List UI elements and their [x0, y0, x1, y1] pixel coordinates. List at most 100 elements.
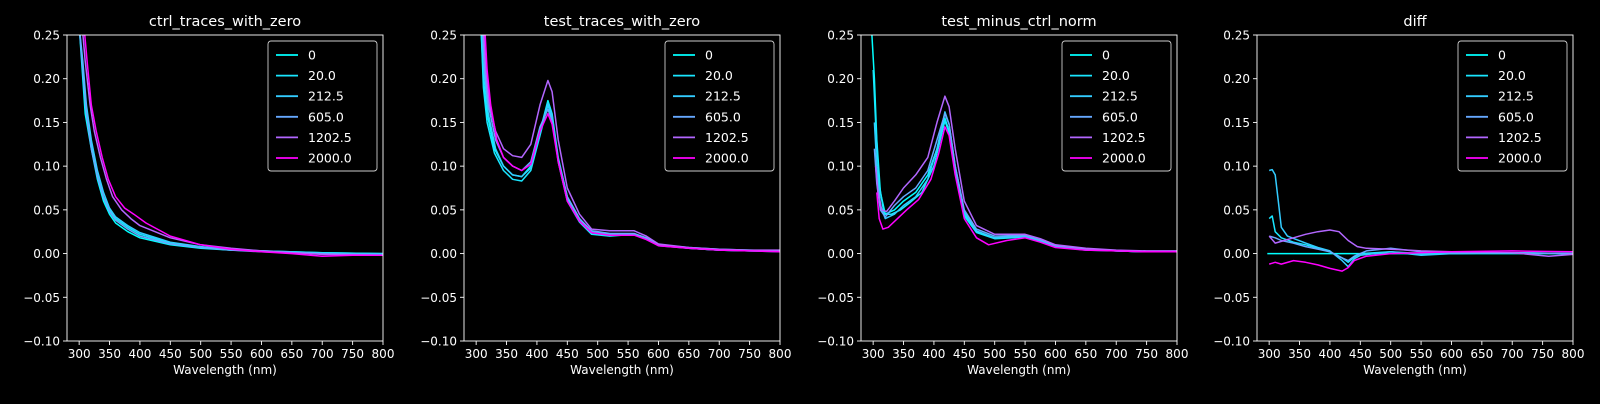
- legend-box: [1457, 40, 1568, 172]
- x-tick-label: 750: [341, 347, 364, 361]
- x-tick-label: 450: [953, 347, 976, 361]
- legend-entry-label: 1202.5: [308, 130, 352, 145]
- y-tick-label: −0.10: [1213, 335, 1250, 349]
- x-tick-label: 350: [98, 347, 121, 361]
- y-tick-label: 0.15: [33, 116, 60, 130]
- y-tick-label: 0.20: [33, 72, 60, 86]
- legend-entry-label: 0: [308, 48, 316, 63]
- y-tick-label: 0.05: [430, 203, 457, 217]
- legend-entry-label: 212.5: [705, 89, 741, 104]
- series-line-2000.0: [84, 35, 383, 257]
- x-tick-label: 300: [1258, 347, 1281, 361]
- legend-entry-label: 212.5: [308, 89, 344, 104]
- x-tick-label: 800: [372, 347, 395, 361]
- legend-entry-label: 1202.5: [1498, 130, 1542, 145]
- chart-panel-2: test_minus_ctrl_norm 300 350 400 450 500 550 60…: [817, 14, 1188, 377]
- y-tick-label: 0.05: [33, 203, 60, 217]
- axes-frame: [1256, 34, 1574, 342]
- legend-box: [267, 40, 378, 172]
- legend-entry-label: 20.0: [705, 68, 733, 83]
- legend: 0 20.0 212.5 605.0 1202.5 2000.0: [267, 40, 378, 172]
- x-tick-label: 650: [1074, 347, 1097, 361]
- series-line-212.5: [1268, 168, 1573, 268]
- x-tick-label: 700: [708, 347, 731, 361]
- chart-title: diff: [1403, 14, 1427, 30]
- axes-frame: [463, 34, 781, 342]
- legend-entry-label: 2000.0: [1498, 151, 1542, 166]
- x-axis-label: Wavelength (nm): [967, 363, 1071, 377]
- y-tick-label: 0.00: [1223, 247, 1250, 261]
- y-tick-label: 0.00: [33, 247, 60, 261]
- y-tick-label: 0.15: [1223, 116, 1250, 130]
- x-tick-label: 500: [983, 347, 1006, 361]
- legend-entry-label: 605.0: [1498, 109, 1534, 124]
- axes-frame: [66, 34, 384, 342]
- y-tick-label: 0.10: [33, 160, 60, 174]
- y-tick-label: −0.05: [420, 291, 457, 305]
- legend-entry-label: 20.0: [308, 68, 336, 83]
- x-tick-label: 600: [647, 347, 670, 361]
- x-tick-label: 300: [465, 347, 488, 361]
- x-tick-label: 450: [159, 347, 182, 361]
- x-tick-label: 500: [1379, 347, 1402, 361]
- x-tick-label: 400: [1318, 347, 1341, 361]
- x-tick-label: 750: [1531, 347, 1554, 361]
- x-tick-label: 750: [1135, 347, 1158, 361]
- x-tick-label: 350: [1288, 347, 1311, 361]
- y-tick-label: −0.05: [1213, 291, 1250, 305]
- x-tick-label: 650: [1470, 347, 1493, 361]
- series-group: [480, 35, 780, 253]
- legend-entry-label: 605.0: [1102, 109, 1138, 124]
- y-tick-label: 0.25: [430, 29, 457, 43]
- y-tick-label: −0.10: [817, 335, 854, 349]
- axes-frame: [860, 34, 1178, 342]
- y-tick-label: 0.05: [827, 203, 854, 217]
- y-tick-label: 0.25: [1223, 29, 1250, 43]
- x-tick-label: 700: [1501, 347, 1524, 361]
- x-tick-label: 400: [525, 347, 548, 361]
- y-tick-label: 0.10: [827, 160, 854, 174]
- x-tick-label: 650: [280, 347, 303, 361]
- x-tick-label: 500: [586, 347, 609, 361]
- y-tick-label: −0.10: [420, 335, 457, 349]
- x-tick-label: 550: [1014, 347, 1037, 361]
- y-tick-label: 0.05: [1223, 203, 1250, 217]
- series-group: [871, 35, 1177, 253]
- x-tick-label: 300: [862, 347, 885, 361]
- legend: 0 20.0 212.5 605.0 1202.5 2000.0: [1457, 40, 1568, 172]
- legend-entry-label: 0: [705, 48, 713, 63]
- legend-entry-label: 1202.5: [1102, 130, 1146, 145]
- series-line-2000.0: [876, 126, 1177, 253]
- legend-entry-label: 2000.0: [705, 151, 749, 166]
- y-tick-label: −0.05: [817, 291, 854, 305]
- series-line-605.0: [873, 112, 1177, 253]
- legend-entry-label: 0: [1102, 48, 1110, 63]
- chart-panel-3: diff 300 350 400 450 500 550 600 650 700 750 800 −0.…: [1213, 14, 1584, 377]
- legend: 0 20.0 212.5 605.0 1202.5 2000.0: [664, 40, 775, 172]
- x-tick-label: 550: [617, 347, 640, 361]
- legend-entry-label: 0: [1498, 48, 1506, 63]
- x-tick-label: 400: [922, 347, 945, 361]
- legend-box: [1061, 40, 1172, 172]
- y-tick-label: 0.00: [430, 247, 457, 261]
- x-tick-label: 650: [677, 347, 700, 361]
- y-tick-label: 0.10: [1223, 160, 1250, 174]
- y-tick-label: 0.25: [827, 29, 854, 43]
- y-tick-label: 0.15: [827, 116, 854, 130]
- series-line-1202.5: [874, 95, 1177, 252]
- legend-entry-label: 20.0: [1498, 68, 1526, 83]
- x-tick-label: 700: [1105, 347, 1128, 361]
- x-tick-label: 700: [311, 347, 334, 361]
- x-tick-label: 350: [892, 347, 915, 361]
- legend-box: [664, 40, 775, 172]
- x-tick-label: 300: [68, 347, 91, 361]
- x-tick-label: 600: [1440, 347, 1463, 361]
- y-tick-label: 0.00: [827, 247, 854, 261]
- x-tick-label: 800: [769, 347, 792, 361]
- series-group: [1267, 168, 1573, 272]
- legend-entry-label: 605.0: [308, 109, 344, 124]
- legend-entry-label: 212.5: [1102, 89, 1138, 104]
- series-line-605.0: [1268, 235, 1573, 262]
- x-tick-label: 550: [220, 347, 243, 361]
- chart-title: test_traces_with_zero: [544, 14, 701, 30]
